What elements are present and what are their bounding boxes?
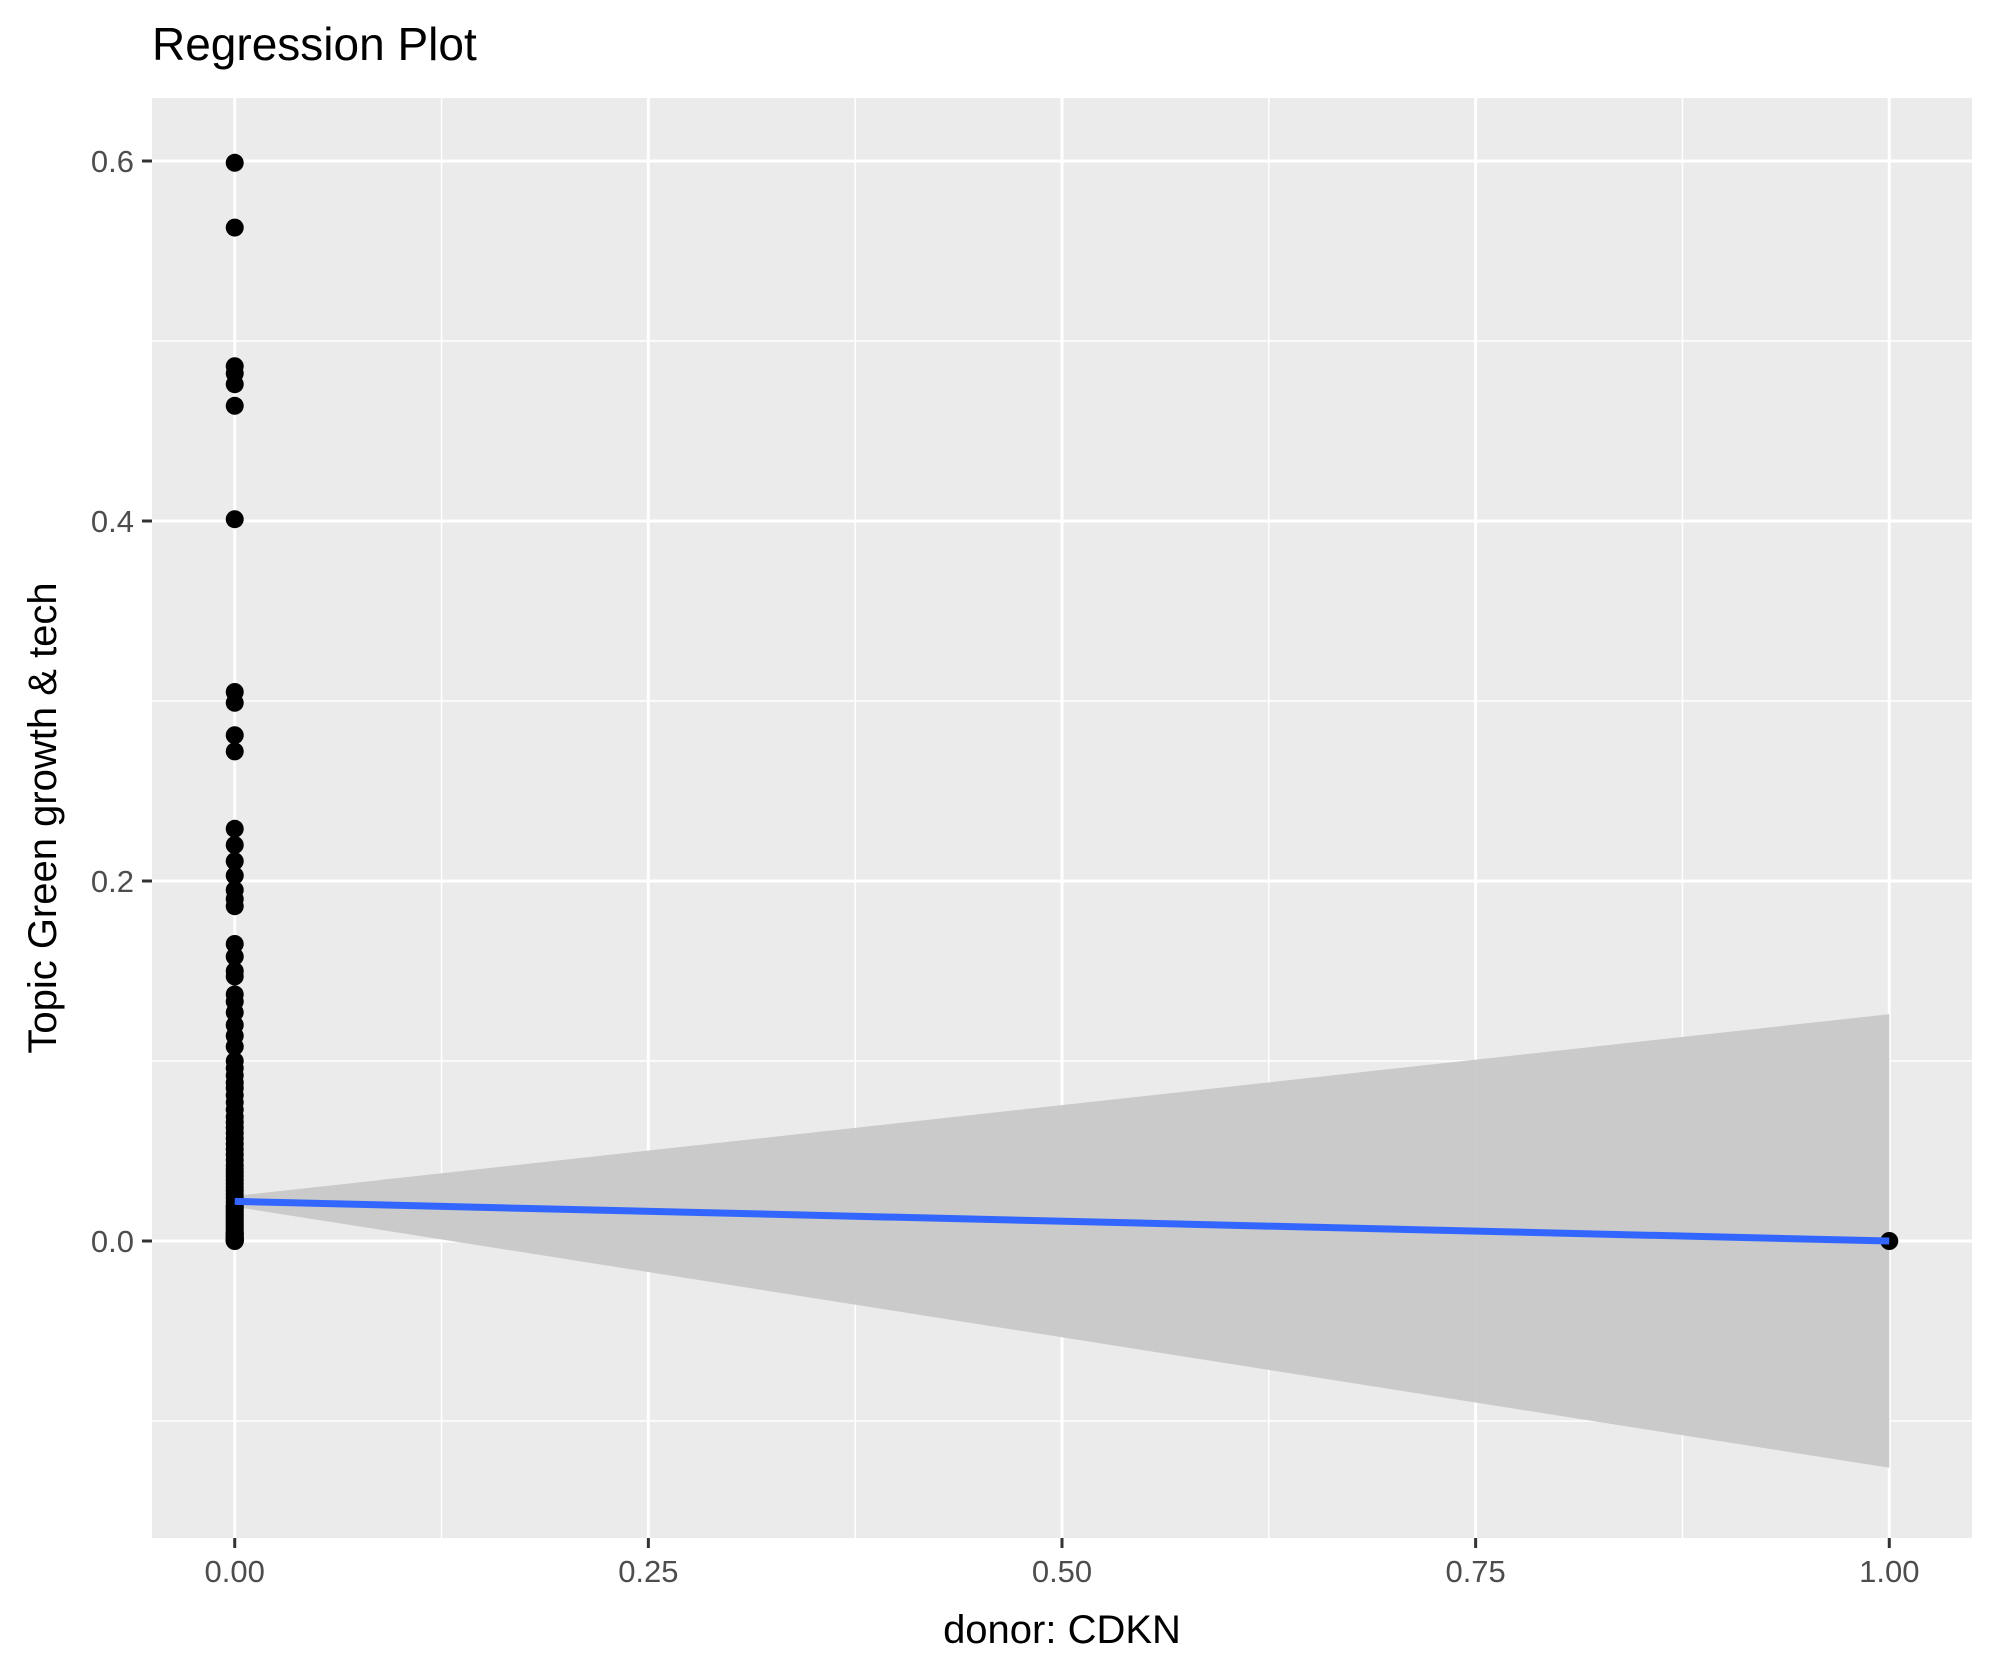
x-axis-title: donor: CDKN <box>943 1608 1181 1652</box>
data-point <box>225 742 244 761</box>
x-tick-label-4: 1.00 <box>1859 1554 1919 1589</box>
data-point <box>225 726 244 745</box>
x-tick-label-3: 0.75 <box>1445 1554 1505 1589</box>
data-point <box>225 935 244 953</box>
data-point <box>225 836 244 854</box>
data-point <box>225 1003 244 1022</box>
confidence-band <box>234 1014 1890 1468</box>
x-tick-label-2: 0.50 <box>1032 1554 1092 1589</box>
data-point <box>225 1232 244 1250</box>
y-tick-label-3: 0.6 <box>91 144 134 179</box>
data-point <box>225 693 244 712</box>
y-axis-title: Topic Green growth & tech <box>21 582 65 1053</box>
data-point <box>225 510 244 529</box>
y-axis-ticks: 0.0 0.2 0.4 0.6 <box>91 144 152 1259</box>
data-point <box>225 947 244 966</box>
x-tick-label-1: 0.25 <box>618 1554 678 1589</box>
y-tick-label-1: 0.2 <box>91 864 134 899</box>
data-point <box>225 967 244 986</box>
data-point <box>225 218 244 237</box>
data-point <box>225 375 244 394</box>
x-axis-ticks: 0.00 0.25 0.50 0.75 1.00 <box>205 1538 1919 1589</box>
data-point <box>225 897 244 916</box>
data-point <box>225 852 244 871</box>
data-point <box>225 866 244 885</box>
y-tick-label-0: 0.0 <box>91 1224 134 1259</box>
x-tick-label-0: 0.00 <box>205 1554 265 1589</box>
data-point <box>225 396 244 415</box>
data-point <box>225 1037 244 1056</box>
regression-line <box>234 1197 1890 1245</box>
chart-title: Regression Plot <box>152 18 477 70</box>
y-tick-label-2: 0.4 <box>91 504 134 539</box>
data-points <box>225 153 1899 1250</box>
data-point <box>225 153 244 172</box>
data-point <box>225 819 244 838</box>
